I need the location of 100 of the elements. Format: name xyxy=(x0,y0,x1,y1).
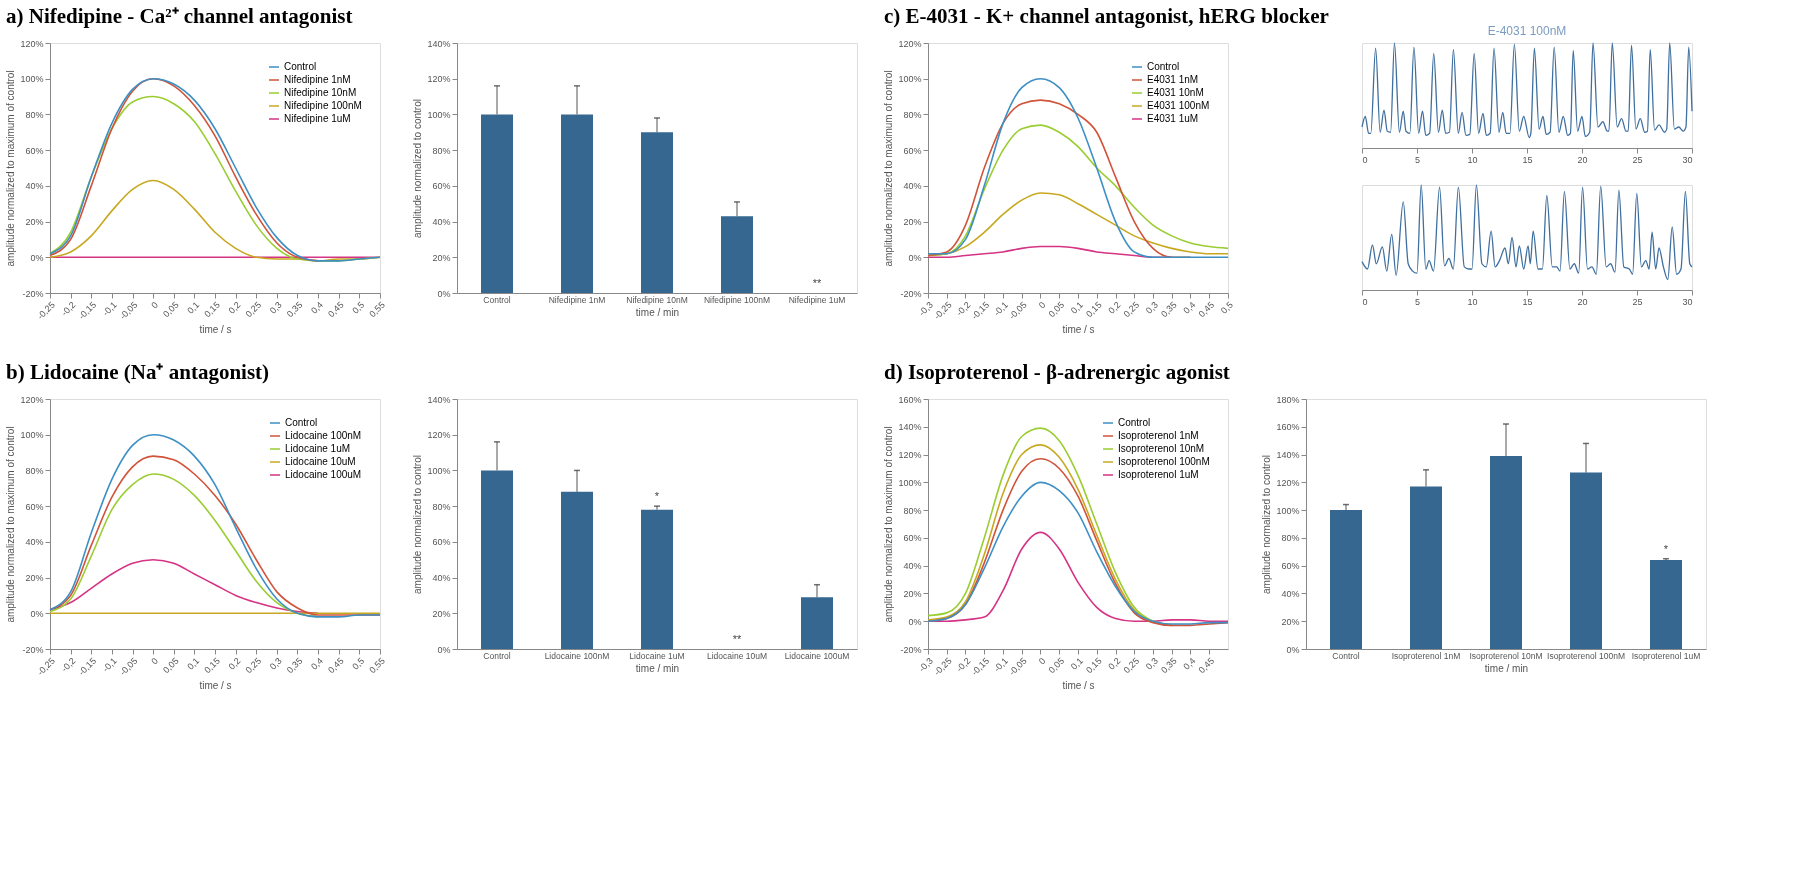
x-axis-title: time / s xyxy=(1062,680,1095,692)
y-tick-label: 40% xyxy=(1281,588,1300,599)
x-tick-label: 20 xyxy=(1577,296,1588,307)
y-tick-label: 20% xyxy=(432,608,451,619)
x-tick-label: -0,3 xyxy=(916,655,935,674)
x-axis-title: time / min xyxy=(635,307,680,318)
x-tick-label: 0,1 xyxy=(1068,655,1085,672)
x-tick-label: Nifedipine 1nM xyxy=(548,294,606,305)
x-tick-label: 0 xyxy=(149,655,160,667)
legend-label: Nifedipine 1uM xyxy=(284,113,351,124)
x-tick-label: 0,4 xyxy=(309,655,325,672)
legend-label: Lidocaine 10uM xyxy=(285,456,356,467)
x-tick-label: 0,4 xyxy=(309,299,325,316)
legend-label: Control xyxy=(285,417,318,428)
y-tick-label: 120% xyxy=(427,74,451,85)
legend-label: Lidocaine 100uM xyxy=(285,469,362,480)
y-tick-label: 160% xyxy=(1276,422,1300,433)
x-axis-title: time / min xyxy=(635,663,680,674)
y-tick-label: 40% xyxy=(25,181,44,192)
x-tick-label: 20 xyxy=(1577,154,1588,165)
y-tick-label: 120% xyxy=(1276,477,1300,488)
x-tick-label: -0,2 xyxy=(59,299,78,318)
y-axis-title: amplitude normalized to maximum of control xyxy=(5,70,17,267)
x-tick-label: 0,2 xyxy=(1106,655,1123,672)
x-tick-label: 0,3 xyxy=(267,299,284,316)
x-tick-label: 10 xyxy=(1467,154,1478,165)
x-tick-label: Isoproterenol 10nM xyxy=(1469,650,1543,661)
y-tick-label: 40% xyxy=(432,217,451,228)
y-tick-label: 20% xyxy=(25,217,44,228)
x-tick-label: -0,2 xyxy=(954,299,973,318)
y-tick-label: 40% xyxy=(903,561,922,572)
x-tick-label: Isoproterenol 1uM xyxy=(1631,650,1701,661)
y-tick-label: 0% xyxy=(908,616,922,627)
y-tick-label: 20% xyxy=(903,217,922,228)
legend-label: Nifedipine 100nM xyxy=(284,100,362,111)
x-axis-title: time / s xyxy=(199,324,232,336)
chart-title: E-4031 100nM xyxy=(1487,24,1567,39)
x-tick-label: 10 xyxy=(1467,296,1478,307)
y-tick-label: 60% xyxy=(903,533,922,544)
x-tick-label: -0,3 xyxy=(916,299,935,318)
y-tick-label: 140% xyxy=(898,422,922,433)
y-tick-label: 80% xyxy=(1281,533,1300,544)
y-tick-label: 120% xyxy=(898,38,922,49)
x-tick-label: 0,2 xyxy=(226,299,243,316)
legend-label: Nifedipine 1nM xyxy=(284,74,351,85)
y-tick-label: 40% xyxy=(432,573,451,584)
x-tick-label: 15 xyxy=(1522,154,1533,165)
legend-label: Isoproterenol 1nM xyxy=(1118,430,1199,441)
x-tick-label: 0 xyxy=(149,299,160,311)
x-tick-label: -0,2 xyxy=(59,655,78,674)
y-axis-title: amplitude normalized to maximum of control xyxy=(5,426,17,623)
x-tick-label: -0,1 xyxy=(100,299,119,318)
annotation: ** xyxy=(812,277,822,289)
x-axis-title: time / s xyxy=(199,680,232,692)
y-axis-title: amplitude normalized to control xyxy=(412,455,424,594)
x-tick-label: -0,1 xyxy=(991,299,1010,318)
y-tick-label: 120% xyxy=(427,430,451,441)
y-tick-label: 120% xyxy=(898,450,922,461)
y-tick-label: 60% xyxy=(25,145,44,156)
y-tick-label: 20% xyxy=(25,573,44,584)
x-tick-label: 25 xyxy=(1632,154,1643,165)
legend-label: Lidocaine 100nM xyxy=(285,430,362,441)
x-tick-label: Nifedipine 10nM xyxy=(626,294,688,305)
y-tick-label: 80% xyxy=(903,109,922,120)
annotation: * xyxy=(1663,542,1669,555)
annotation: ** xyxy=(732,633,742,645)
y-tick-label: 80% xyxy=(25,109,44,120)
y-tick-label: -20% xyxy=(22,288,44,299)
x-tick-label: 25 xyxy=(1632,296,1643,307)
x-axis-title: time / s xyxy=(1062,324,1095,336)
x-tick-label: 0,3 xyxy=(267,655,284,672)
chart-title: b) Lidocaine (Na⁺ antagonist) xyxy=(5,360,270,384)
y-tick-label: 120% xyxy=(20,38,44,49)
y-tick-label: 0% xyxy=(437,288,451,299)
y-tick-label: 40% xyxy=(903,181,922,192)
x-tick-label: 0,5 xyxy=(1218,299,1235,316)
y-tick-label: 20% xyxy=(903,588,922,599)
y-tick-label: -20% xyxy=(22,644,44,655)
legend-label: Control xyxy=(1118,417,1151,428)
y-tick-label: 180% xyxy=(1276,394,1300,405)
y-tick-label: 80% xyxy=(903,505,922,516)
y-tick-label: -20% xyxy=(900,644,922,655)
y-tick-label: 0% xyxy=(30,608,44,619)
y-tick-label: 140% xyxy=(1276,450,1300,461)
x-tick-label: 0,1 xyxy=(1068,299,1085,316)
y-tick-label: 60% xyxy=(432,181,451,192)
x-tick-label: Lidocaine 1uM xyxy=(629,650,685,661)
x-tick-label: 5 xyxy=(1414,296,1421,307)
x-tick-label: Control xyxy=(483,650,511,661)
y-tick-label: 0% xyxy=(30,252,44,263)
x-tick-label: 5 xyxy=(1414,154,1421,165)
x-tick-label: 0 xyxy=(1036,655,1048,667)
x-tick-label: Lidocaine 100uM xyxy=(784,650,850,661)
y-axis-title: amplitude normalized to control xyxy=(1261,455,1273,594)
y-tick-label: 160% xyxy=(898,394,922,405)
x-tick-label: Isoproterenol 1nM xyxy=(1391,650,1461,661)
y-axis-title: amplitude normalized to control xyxy=(412,99,424,238)
x-tick-label: 15 xyxy=(1522,296,1533,307)
y-tick-label: 100% xyxy=(898,74,922,85)
x-tick-label: 0,4 xyxy=(1181,655,1198,672)
